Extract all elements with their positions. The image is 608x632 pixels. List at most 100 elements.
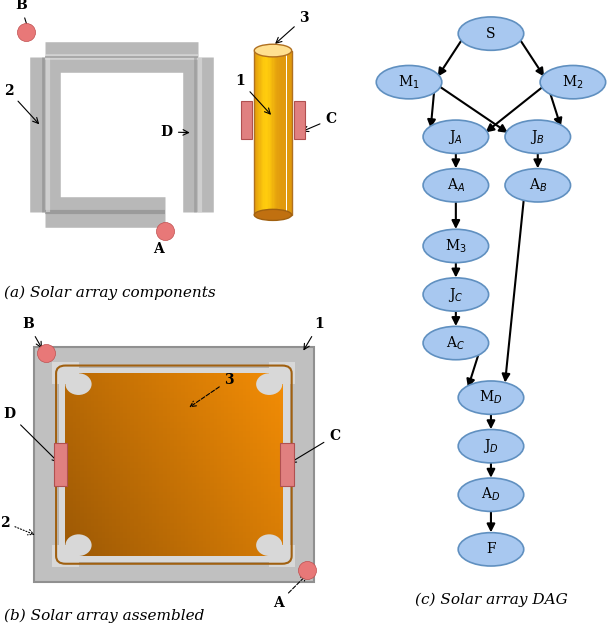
Bar [73, 501, 77, 504]
Bar [134, 552, 139, 556]
Bar [87, 446, 91, 449]
Bar [105, 452, 109, 456]
Bar [66, 406, 70, 410]
Bar [105, 394, 109, 398]
Bar [127, 528, 131, 532]
Bar [66, 400, 70, 404]
Bar [116, 485, 120, 489]
Bar [257, 388, 261, 392]
Bar [167, 409, 171, 413]
Bar [141, 430, 146, 434]
Bar [148, 418, 153, 422]
Bar [261, 394, 265, 398]
Ellipse shape [540, 66, 606, 99]
Bar [232, 492, 236, 495]
Bar [268, 461, 272, 465]
Bar [141, 531, 146, 535]
Bar [275, 470, 280, 474]
Bar [94, 455, 98, 459]
Bar [192, 446, 196, 449]
Bar [239, 409, 243, 413]
Bar [141, 406, 146, 410]
Bar [199, 501, 204, 504]
Bar [243, 437, 247, 441]
Bar [278, 534, 283, 538]
Bar [66, 442, 70, 446]
Bar [83, 382, 88, 386]
Bar [199, 446, 204, 449]
Bar [69, 434, 74, 437]
Bar [185, 537, 189, 541]
Bar [109, 546, 113, 550]
Bar [98, 492, 102, 495]
Bar [73, 382, 77, 386]
Bar [159, 513, 164, 516]
Bar [87, 440, 91, 443]
Bar [228, 494, 232, 498]
Bar [271, 442, 276, 446]
Bar [254, 373, 258, 376]
Bar [199, 442, 204, 446]
Bar [73, 489, 77, 492]
Bar [159, 455, 164, 459]
Bar [278, 379, 283, 382]
Bar [235, 525, 240, 528]
Bar [261, 385, 265, 389]
Bar [254, 434, 258, 437]
Bar [109, 406, 113, 410]
Bar [228, 497, 232, 501]
Bar [228, 513, 232, 516]
Bar [178, 519, 182, 523]
Bar [138, 513, 142, 516]
Bar [80, 516, 85, 520]
Bar [102, 519, 106, 523]
Bar [109, 391, 113, 394]
Bar [224, 409, 229, 413]
Bar [156, 455, 160, 459]
Bar [120, 543, 124, 547]
Text: 3: 3 [190, 373, 234, 406]
Bar [228, 400, 232, 404]
Bar [116, 492, 120, 495]
Bar [145, 501, 150, 504]
Bar [192, 418, 196, 422]
Bar [243, 519, 247, 523]
Bar [221, 403, 225, 407]
Bar [217, 397, 221, 401]
Bar [91, 522, 95, 526]
Bar [98, 485, 102, 489]
Bar [275, 537, 280, 541]
Bar [210, 422, 215, 425]
Bar [192, 522, 196, 526]
Bar [232, 373, 236, 376]
Bar [145, 375, 150, 379]
Bar [181, 455, 185, 459]
Bar [196, 525, 200, 528]
Bar [217, 509, 221, 513]
Bar [192, 455, 196, 459]
Bar [159, 531, 164, 535]
Bar [235, 552, 240, 556]
Bar [170, 485, 174, 489]
Bar [123, 415, 128, 419]
Bar [170, 489, 174, 492]
Bar [109, 452, 113, 456]
Bar [131, 418, 135, 422]
Bar [210, 442, 215, 446]
Bar [178, 446, 182, 449]
Bar [163, 543, 167, 547]
Bar [109, 504, 113, 507]
Bar [228, 489, 232, 492]
Bar [181, 434, 185, 437]
Bar [76, 528, 81, 532]
Bar [275, 519, 280, 523]
Bar [185, 531, 189, 535]
Bar [178, 379, 182, 382]
Bar [123, 391, 128, 394]
Bar [192, 470, 196, 474]
Bar [235, 422, 240, 425]
Bar [178, 422, 182, 425]
Bar [127, 507, 131, 510]
Bar [109, 516, 113, 520]
Bar [112, 415, 117, 419]
